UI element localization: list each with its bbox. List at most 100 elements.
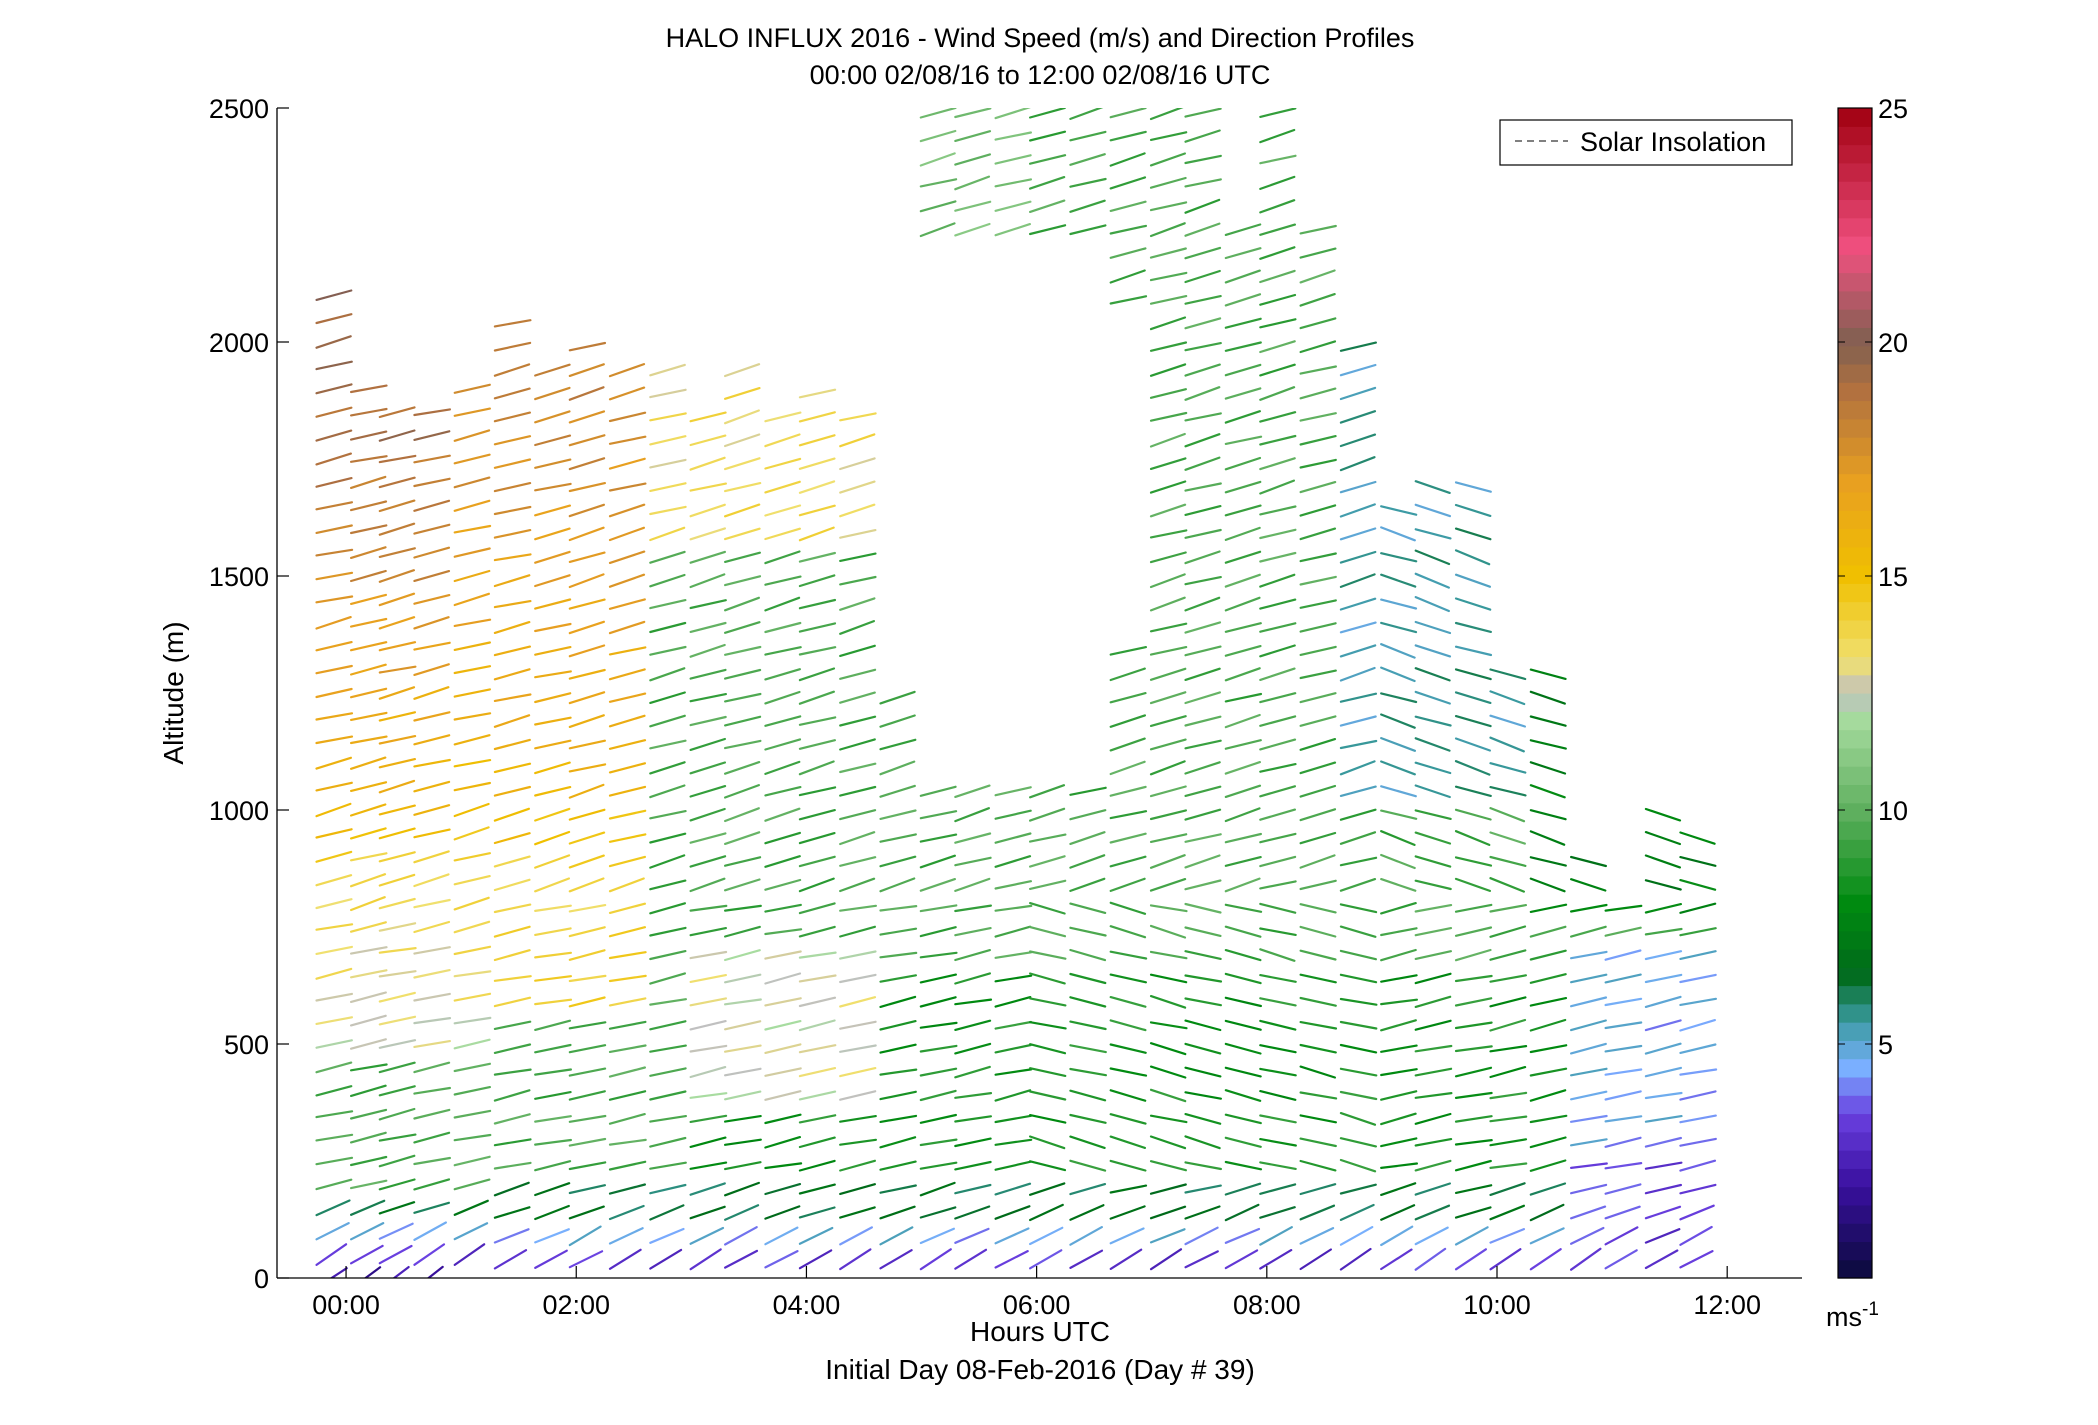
- wind-arrow: [1414, 1137, 1453, 1147]
- legend-solar-insolation-label: Solar Insolation: [1580, 127, 1766, 157]
- wind-arrow: [1149, 924, 1187, 939]
- wind-arrow: [1679, 1225, 1713, 1246]
- wind-arrow: [994, 1227, 1030, 1245]
- wind-arrow: [534, 363, 571, 377]
- wind-arrow: [1224, 713, 1261, 729]
- wind-arrow: [1149, 715, 1187, 728]
- wind-arrow: [315, 1178, 353, 1191]
- wind-arrow: [1380, 552, 1418, 563]
- wind-arrow: [1644, 927, 1683, 936]
- wind-arrow: [1149, 176, 1187, 189]
- wind-arrow: [1028, 972, 1066, 985]
- wind-arrow: [649, 388, 687, 399]
- wind-arrow: [378, 686, 416, 700]
- wind-arrow: [1224, 1182, 1262, 1196]
- wind-arrow: [392, 1265, 410, 1278]
- wind-arrow: [453, 524, 492, 534]
- wind-arrow: [493, 878, 531, 892]
- wind-arrow: [1259, 551, 1297, 563]
- wind-arrow: [413, 593, 451, 605]
- wind-arrow: [689, 550, 727, 564]
- wind-arrow: [723, 1249, 759, 1269]
- wind-arrow: [649, 1044, 687, 1053]
- wind-arrow: [994, 154, 1032, 165]
- wind-arrow: [608, 1044, 647, 1054]
- wind-arrow: [1604, 1044, 1643, 1053]
- wind-arrow: [1149, 877, 1187, 892]
- wind-arrow: [1184, 1135, 1221, 1150]
- wind-arrow: [1069, 1044, 1107, 1054]
- wind-arrow: [1644, 807, 1682, 822]
- wind-arrow: [1149, 222, 1186, 238]
- wind-arrow: [1299, 412, 1337, 422]
- wind-arrow: [1569, 1183, 1608, 1195]
- wind-arrow: [453, 641, 491, 652]
- wind-arrow: [315, 289, 353, 301]
- legend: Solar Insolation: [1499, 119, 1793, 166]
- wind-arrow: [1259, 1089, 1297, 1101]
- wind-arrow: [350, 1155, 388, 1167]
- wind-arrow: [1454, 974, 1493, 983]
- wind-arrow: [1380, 998, 1419, 1006]
- wind-arrow: [1109, 1067, 1148, 1077]
- wind-arrow: [1259, 927, 1297, 937]
- wind-arrow: [1454, 808, 1492, 821]
- wind-arrow: [378, 1039, 417, 1049]
- wind-arrow: [764, 1162, 803, 1170]
- wind-arrow: [315, 992, 353, 1002]
- wind-arrow: [608, 1020, 647, 1030]
- wind-arrow: [1184, 412, 1222, 422]
- wind-arrow: [1028, 1160, 1067, 1172]
- wind-arrow: [1149, 432, 1186, 448]
- wind-arrow: [608, 833, 647, 843]
- wind-arrow: [413, 804, 451, 816]
- wind-arrow: [1224, 1019, 1262, 1031]
- wind-arrow: [1224, 504, 1262, 517]
- wind-arrow: [534, 761, 571, 775]
- wind-arrow: [879, 1019, 917, 1031]
- wind-arrow: [1414, 1182, 1452, 1196]
- wind-arrow: [608, 573, 646, 588]
- wind-arrow: [1224, 739, 1262, 750]
- wind-arrow: [608, 1138, 647, 1146]
- wind-arrow: [1149, 152, 1187, 167]
- wind-arrow: [378, 1154, 416, 1168]
- wind-arrow: [568, 1137, 607, 1147]
- wind-arrow: [1339, 1090, 1378, 1101]
- wind-arrow: [879, 904, 918, 912]
- chart-subtitle: 00:00 02/08/16 to 12:00 02/08/16 UTC: [810, 60, 1271, 90]
- colorbar-cell: [1838, 693, 1872, 712]
- wind-arrow: [1454, 503, 1492, 518]
- wind-arrow: [879, 714, 916, 728]
- wind-arrow: [764, 621, 802, 634]
- wind-arrow: [1224, 435, 1263, 445]
- wind-arrow: [689, 855, 727, 868]
- wind-arrow: [649, 1067, 687, 1077]
- wind-arrow: [1489, 855, 1527, 868]
- colorbar-tick-label: 20: [1878, 328, 1908, 358]
- wind-arrow: [839, 1206, 876, 1219]
- wind-arrow: [413, 1108, 451, 1120]
- wind-arrow: [1069, 902, 1107, 915]
- wind-arrow: [315, 1199, 351, 1217]
- wind-arrow: [764, 1249, 799, 1269]
- wind-arrow: [1149, 1183, 1187, 1195]
- wind-arrow: [723, 973, 762, 984]
- wind-arrow: [1644, 1161, 1683, 1170]
- wind-arrow: [1259, 154, 1297, 165]
- wind-arrow: [1299, 996, 1337, 1007]
- wind-arrow: [649, 550, 686, 564]
- wind-arrow: [413, 641, 451, 651]
- wind-arrow: [723, 527, 761, 541]
- wind-arrow: [764, 646, 802, 656]
- wind-arrow: [1184, 1042, 1222, 1055]
- wind-arrow: [453, 665, 492, 675]
- wind-arrow: [315, 712, 354, 721]
- wind-arrow: [1224, 596, 1261, 612]
- wind-arrow: [315, 1016, 353, 1026]
- wind-arrow: [1069, 1067, 1108, 1077]
- wind-arrow: [534, 854, 571, 869]
- wind-arrow: [1109, 1227, 1145, 1245]
- wind-arrow: [350, 946, 388, 955]
- wind-arrow: [534, 1019, 572, 1032]
